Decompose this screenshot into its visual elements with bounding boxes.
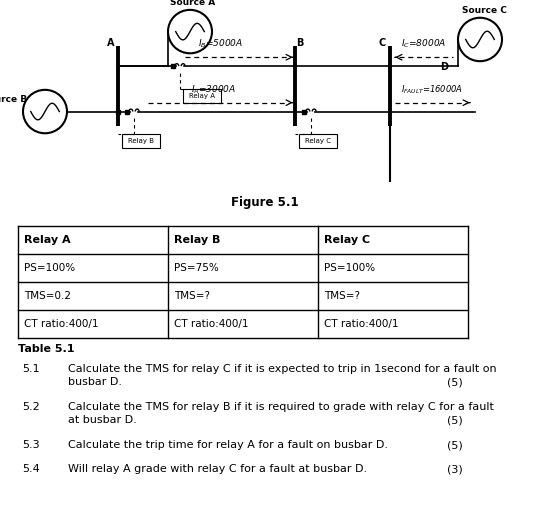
Text: C: C bbox=[379, 38, 386, 48]
Text: CT ratio:400/1: CT ratio:400/1 bbox=[324, 319, 399, 329]
Text: $I_{FAULT}$=16000A: $I_{FAULT}$=16000A bbox=[401, 83, 463, 96]
Text: Calculate the TMS for relay B if it is required to grade with relay C for a faul: Calculate the TMS for relay B if it is r… bbox=[68, 402, 494, 412]
Text: Figure 5.1: Figure 5.1 bbox=[231, 196, 299, 209]
Text: TMS=0.2: TMS=0.2 bbox=[24, 291, 71, 301]
Text: PS=100%: PS=100% bbox=[324, 263, 375, 273]
Bar bbox=[122, 134, 160, 148]
Text: Relay B: Relay B bbox=[174, 235, 220, 245]
Text: A: A bbox=[107, 38, 114, 48]
Text: Calculate the TMS for relay C if it is expected to trip in 1second for a fault o: Calculate the TMS for relay C if it is e… bbox=[68, 364, 497, 374]
Text: (5): (5) bbox=[447, 377, 463, 387]
Bar bbox=[302, 110, 306, 114]
Text: B: B bbox=[296, 38, 303, 48]
Bar bbox=[183, 89, 221, 103]
Text: CT ratio:400/1: CT ratio:400/1 bbox=[24, 319, 98, 329]
Text: Relay C: Relay C bbox=[305, 138, 331, 144]
Text: PS=100%: PS=100% bbox=[24, 263, 75, 273]
Text: at busbar D.: at busbar D. bbox=[68, 415, 137, 425]
Bar bbox=[125, 110, 129, 114]
Text: Relay B: Relay B bbox=[128, 138, 154, 144]
Text: $I_A$=3000A: $I_A$=3000A bbox=[191, 83, 236, 96]
Text: Table 5.1: Table 5.1 bbox=[18, 344, 75, 354]
Text: TMS=?: TMS=? bbox=[174, 291, 210, 301]
Text: Source A: Source A bbox=[171, 0, 215, 7]
Text: 5.1: 5.1 bbox=[22, 364, 39, 374]
Text: Source B: Source B bbox=[0, 95, 28, 104]
Text: 5.2: 5.2 bbox=[22, 402, 40, 412]
Bar bbox=[171, 64, 175, 68]
Text: Relay C: Relay C bbox=[324, 235, 370, 245]
Text: TMS=?: TMS=? bbox=[324, 291, 360, 301]
Text: Relay A: Relay A bbox=[189, 93, 215, 99]
Text: $I_B$=5000A: $I_B$=5000A bbox=[198, 38, 243, 50]
Text: 5.3: 5.3 bbox=[22, 440, 39, 450]
Text: $I_C$=8000A: $I_C$=8000A bbox=[401, 38, 447, 50]
Bar bbox=[299, 134, 337, 148]
Text: (5): (5) bbox=[447, 440, 463, 450]
Text: Relay A: Relay A bbox=[24, 235, 71, 245]
Text: D: D bbox=[440, 62, 448, 72]
Text: busbar D.: busbar D. bbox=[68, 377, 122, 387]
Text: Calculate the trip time for relay A for a fault on busbar D.: Calculate the trip time for relay A for … bbox=[68, 440, 388, 450]
Bar bbox=[116, 110, 120, 114]
Text: PS=75%: PS=75% bbox=[174, 263, 219, 273]
Text: CT ratio:400/1: CT ratio:400/1 bbox=[174, 319, 248, 329]
Text: 5.4: 5.4 bbox=[22, 464, 40, 474]
Text: (3): (3) bbox=[447, 464, 463, 474]
Text: Will relay A grade with relay C for a fault at busbar D.: Will relay A grade with relay C for a fa… bbox=[68, 464, 367, 474]
Text: Source C: Source C bbox=[462, 6, 507, 15]
Text: (5): (5) bbox=[447, 415, 463, 425]
